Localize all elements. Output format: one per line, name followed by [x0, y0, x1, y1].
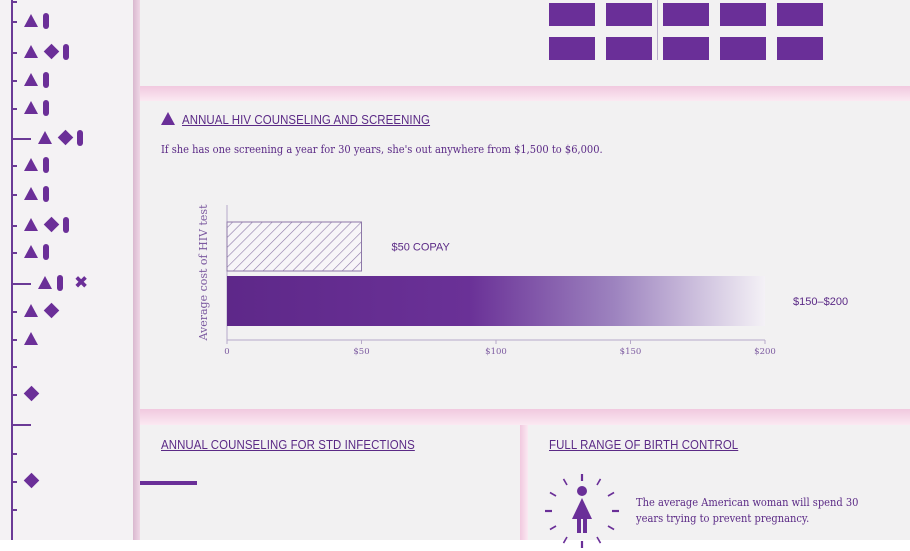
x-tick-label: $200	[754, 347, 776, 357]
triangle-icon	[161, 112, 175, 125]
timeline-tick	[11, 366, 17, 368]
timeline-tick	[11, 138, 31, 140]
timeline-tick	[11, 108, 17, 110]
timeline-tick	[11, 52, 17, 54]
bar-copay	[226, 221, 362, 272]
pill-icon	[43, 13, 49, 29]
rectangle-marker	[549, 3, 595, 26]
birth-control-title: FULL RANGE OF BIRTH CONTROL	[549, 437, 739, 452]
timeline-tick	[11, 509, 17, 511]
clock-tick	[562, 536, 568, 544]
timeline-tick	[11, 424, 31, 426]
triangle-icon	[24, 45, 38, 58]
triangle-icon	[38, 131, 52, 144]
rectangle-marker	[777, 37, 823, 60]
diamond-icon	[43, 302, 60, 319]
timeline-tick	[11, 481, 17, 483]
pill-icon	[77, 130, 83, 146]
bar-value-label: $150–$200	[793, 296, 848, 308]
timeline-tick	[11, 1, 17, 3]
panel-divider	[657, 0, 658, 60]
timeline-tick	[11, 283, 31, 285]
triangle-icon	[24, 245, 38, 258]
clock-tick	[596, 536, 602, 544]
rectangle-marker	[663, 37, 709, 60]
bar-value-label: $50 COPAY	[392, 242, 451, 254]
timeline-sidebar: ✖	[0, 0, 133, 540]
triangle-icon	[38, 276, 52, 289]
birth-control-text-line1: The average American woman will spend 30	[636, 495, 859, 509]
triangle-icon	[24, 158, 38, 171]
x-tick-label: $150	[620, 347, 642, 357]
x-icon: ✖	[74, 273, 89, 293]
x-tick-label: $50	[353, 347, 369, 357]
timeline-tick	[11, 311, 17, 313]
rectangle-marker	[606, 37, 652, 60]
diamond-icon	[43, 216, 60, 233]
hiv-cost-chart: $50 COPAY $150–$200 0 $50 $100 $150 $200 Averag…	[197, 204, 848, 357]
sidebar-edge	[133, 0, 140, 540]
timeline-tick	[11, 453, 17, 455]
timeline-tick	[11, 21, 17, 23]
panel-gap	[520, 425, 528, 540]
pill-icon	[63, 217, 69, 233]
pill-icon	[43, 157, 49, 173]
triangle-icon	[24, 73, 38, 86]
rectangle-marker	[606, 3, 652, 26]
timeline-tick	[11, 252, 17, 254]
triangle-icon	[24, 101, 38, 114]
birth-control-text-line2: years trying to prevent pregnancy.	[636, 511, 810, 525]
rectangle-marker	[777, 3, 823, 26]
triangle-icon	[24, 14, 38, 27]
std-panel: ANNUAL COUNSELING FOR STD INFECTIONS	[140, 425, 520, 540]
triangle-icon	[24, 218, 38, 231]
y-axis-title: Average cost of HIV test	[197, 204, 210, 342]
rectangle-marker	[663, 3, 709, 26]
timeline-tick	[11, 80, 17, 82]
rectangle-marker	[720, 37, 766, 60]
x-tick-label: 0	[224, 347, 229, 357]
clock-tick	[562, 478, 568, 486]
std-rule	[140, 481, 197, 485]
rectangle-marker	[549, 37, 595, 60]
diamond-icon	[57, 129, 74, 146]
diamond-icon	[43, 43, 60, 60]
diamond-icon	[23, 472, 40, 489]
hiv-section-text: If she has one screening a year for 30 y…	[161, 142, 603, 156]
pill-icon	[43, 186, 49, 202]
timeline-tick	[11, 339, 17, 341]
pill-icon	[43, 72, 49, 88]
std-section-title: ANNUAL COUNSELING FOR STD INFECTIONS	[161, 437, 415, 452]
hiv-section-title: ANNUAL HIV COUNSELING AND SCREENING	[182, 112, 431, 127]
birth-control-panel: FULL RANGE OF BIRTH CONTROL The average …	[528, 425, 910, 548]
timeline-tick	[11, 225, 17, 227]
clock-tick	[607, 491, 615, 497]
clock-tick	[596, 478, 602, 486]
triangle-icon	[24, 304, 38, 317]
pink-band	[140, 409, 910, 425]
clock-icon	[545, 474, 619, 548]
clock-tick	[549, 525, 557, 531]
pink-band	[140, 86, 910, 101]
clock-tick	[607, 525, 615, 531]
pill-icon	[57, 275, 63, 291]
rectangle-marker	[720, 3, 766, 26]
pill-icon	[43, 100, 49, 116]
x-tick-label: $100	[485, 347, 507, 357]
woman-icon	[572, 486, 592, 533]
top-panel	[140, 0, 910, 86]
pill-icon	[63, 44, 69, 60]
triangle-icon	[24, 187, 38, 200]
timeline-tick	[11, 194, 17, 196]
timeline-tick	[11, 394, 17, 396]
timeline-axis	[11, 0, 13, 540]
pill-icon	[43, 244, 49, 260]
triangle-icon	[24, 332, 38, 345]
diamond-icon	[23, 385, 40, 402]
clock-tick	[549, 491, 557, 497]
timeline-tick	[11, 165, 17, 167]
bar-full-cost	[227, 276, 765, 326]
